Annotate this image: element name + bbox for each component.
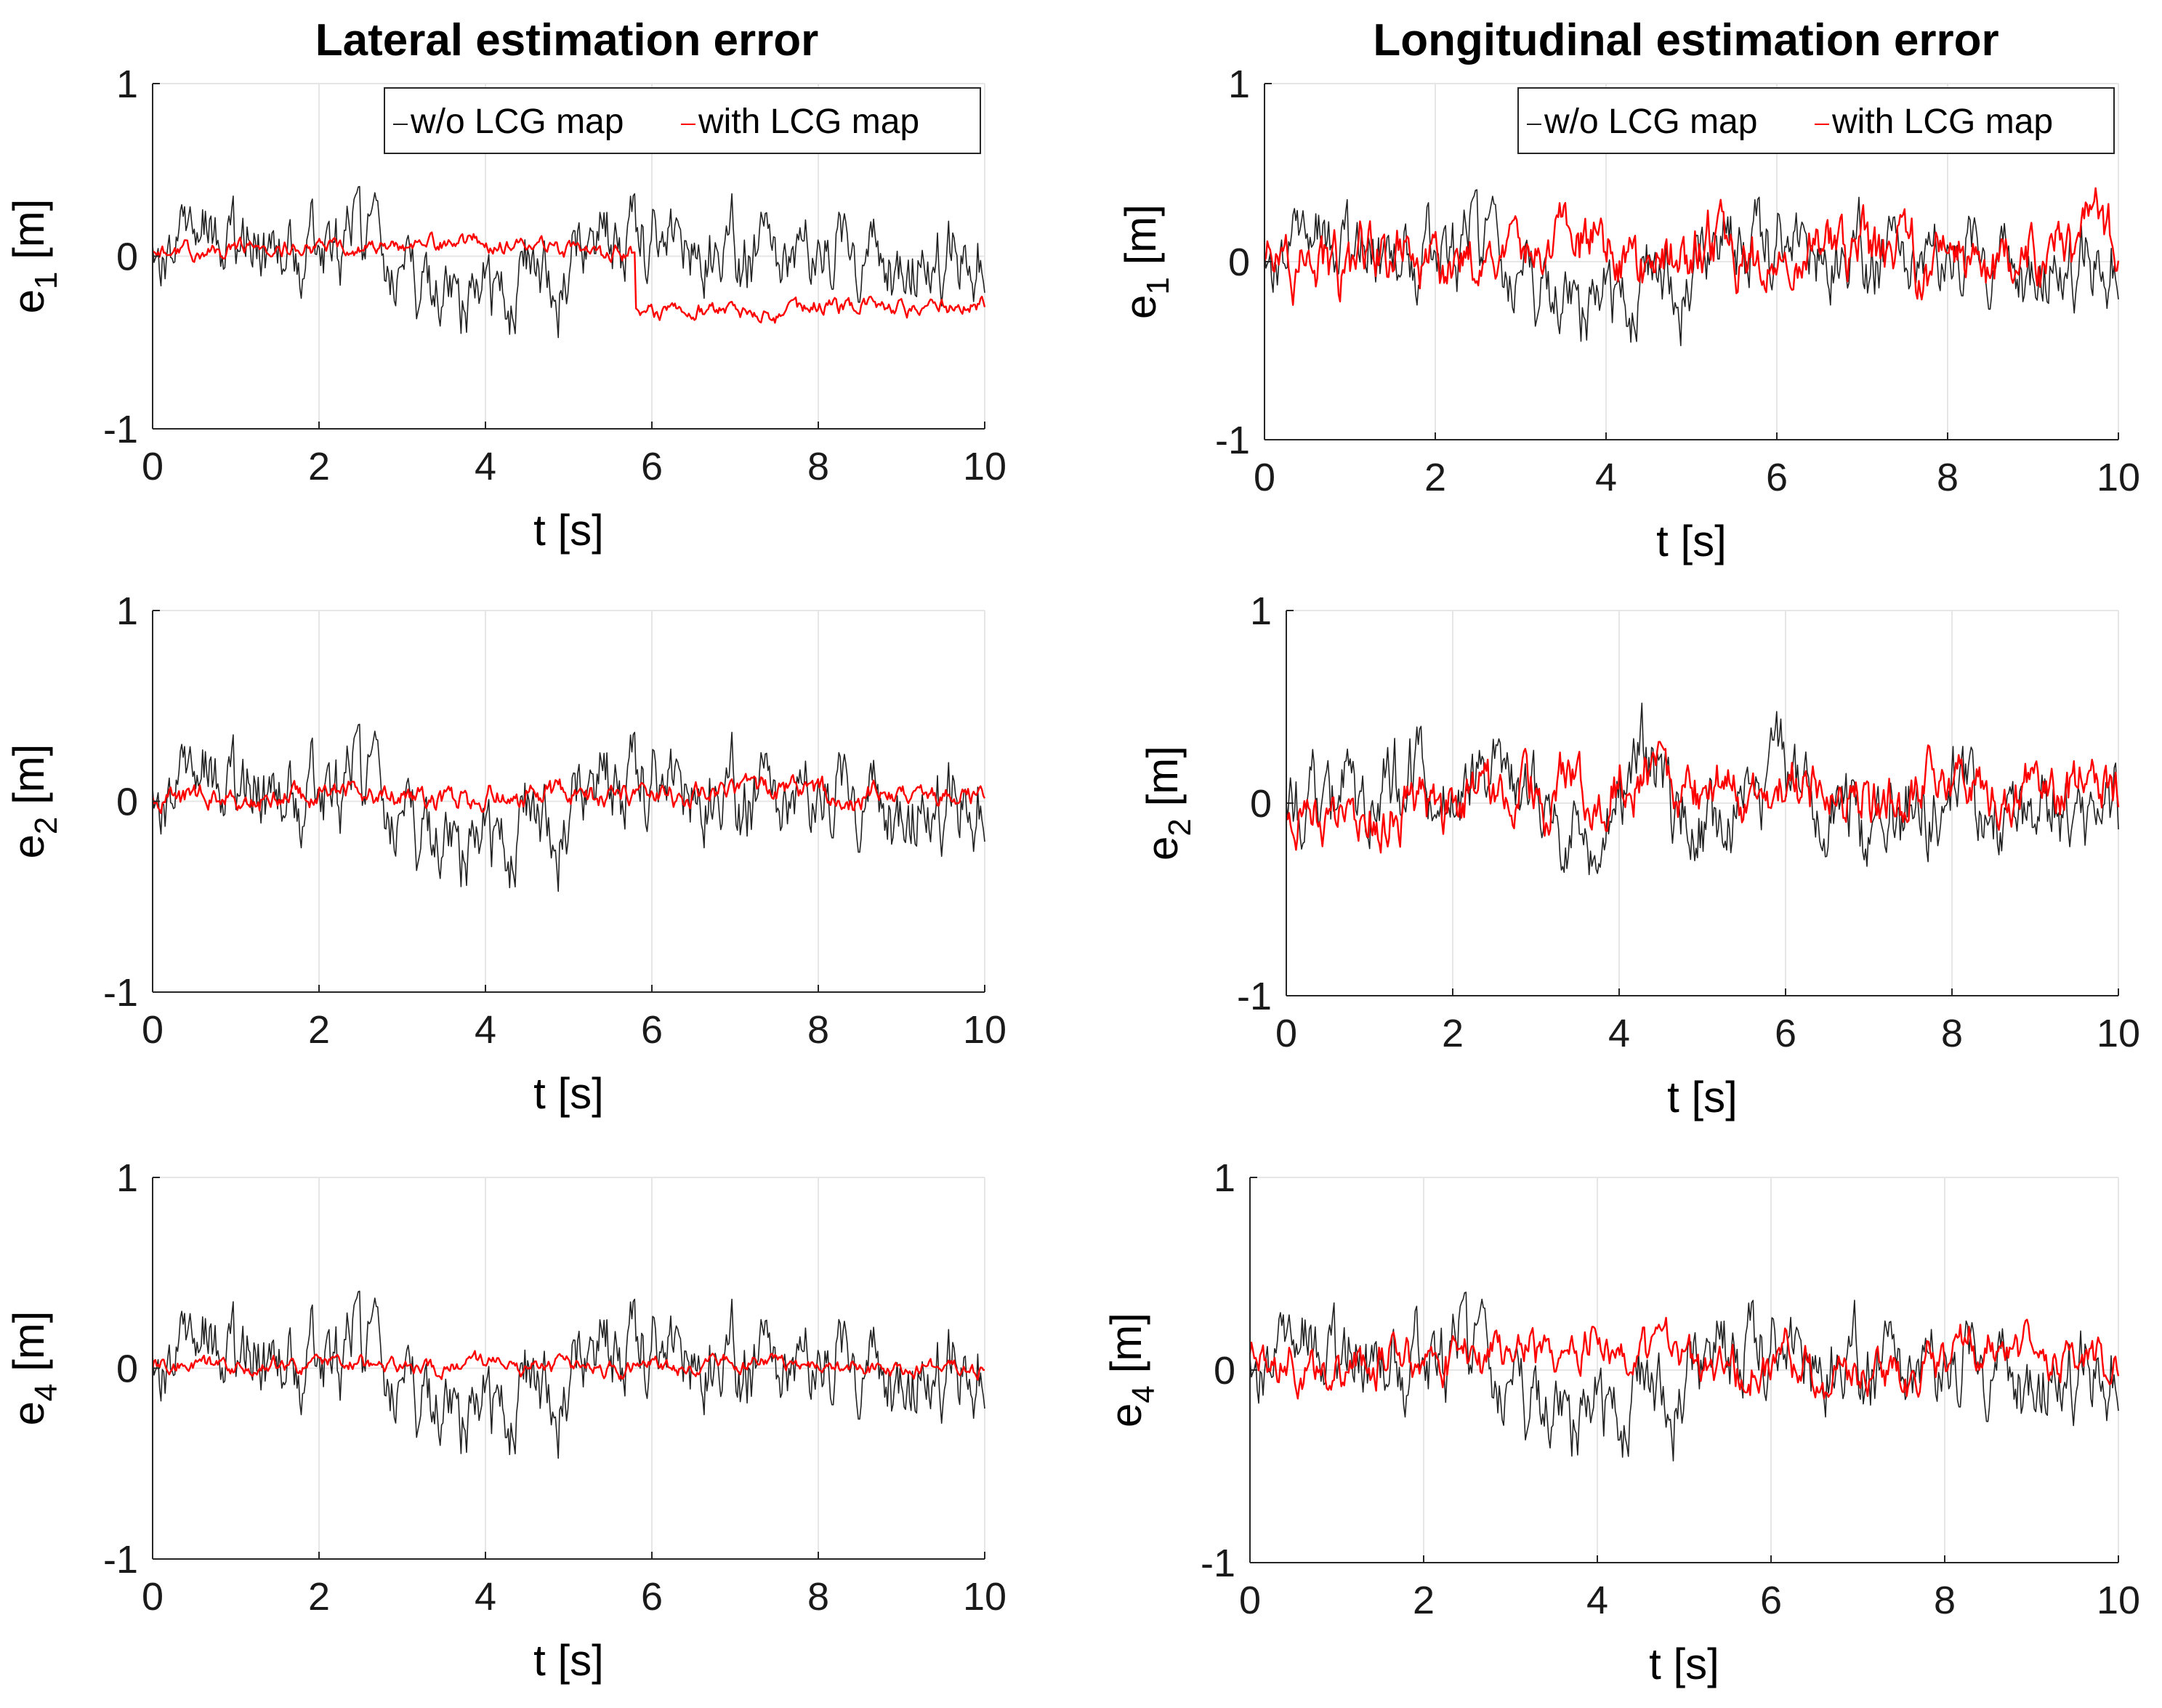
y-axis-label: e4 [m] [1102,1313,1161,1427]
x-tick-label: 2 [1413,1579,1435,1622]
y-axis-label: e1 [m] [4,199,64,314]
y-axis-label: e2 [m] [4,744,64,859]
x-tick-label: 10 [963,1008,1007,1052]
series-with-lcg-line [152,231,986,324]
x-tick-label: 4 [1586,1579,1608,1622]
legend-label-with: with LCG map [698,102,919,141]
series-with-lcg-line [1285,741,2120,854]
x-tick-label: 8 [807,445,829,488]
y-tick-label: 1 [116,589,138,633]
x-tick-label: 0 [1254,456,1275,499]
x-tick-label: 4 [1608,1012,1630,1055]
x-tick-label: 8 [807,1575,829,1619]
x-axis-label: t [s] [533,1069,604,1118]
y-tick-label: -1 [103,408,138,451]
x-axis-label: t [s] [533,1636,604,1685]
y-tick-label: -1 [1201,1542,1235,1585]
x-tick-label: 2 [1442,1012,1464,1055]
y-tick-label: -1 [103,1538,138,1582]
x-tick-label: 8 [1934,1579,1956,1622]
x-tick-label: 6 [641,445,663,488]
x-tick-label: 10 [963,445,1007,488]
series-with-lcg-line [1263,187,2120,306]
series-without-lcg-line [152,185,985,339]
x-tick-label: 4 [475,1008,496,1052]
y-tick-label: -1 [103,971,138,1015]
x-tick-label: 6 [1766,456,1788,499]
y-tick-label: 0 [1214,1349,1235,1393]
x-tick-label: 2 [308,1008,330,1052]
y-tick-label: -1 [1215,419,1250,462]
x-tick-label: 10 [963,1575,1007,1619]
legend-label-with: with LCG map [1831,102,2053,141]
series-without-lcg-line [152,1290,985,1459]
legend-box [384,87,981,154]
y-tick-label: 0 [1228,241,1250,284]
x-tick-label: 6 [641,1008,663,1052]
x-tick-label: 4 [475,1575,496,1619]
lateral-column-title: Lateral estimation error [315,15,819,65]
y-tick-label: 1 [1214,1156,1235,1200]
x-tick-label: 8 [1941,1012,1963,1055]
x-tick-label: 2 [308,445,330,488]
x-tick-label: 6 [1760,1579,1782,1622]
y-tick-label: 0 [116,235,138,279]
x-tick-label: 6 [1775,1012,1796,1055]
y-tick-label: 0 [116,781,138,824]
y-tick-label: 0 [1250,782,1272,826]
x-tick-label: 8 [807,1008,829,1052]
x-tick-label: 0 [142,445,164,488]
x-axis-label: t [s] [1667,1073,1738,1121]
x-axis-label: t [s] [533,506,604,555]
legend-label-without: w/o LCG map [1544,102,1757,141]
y-tick-label: 0 [116,1348,138,1391]
y-tick-label: 1 [1250,589,1272,633]
series-with-lcg-line [151,773,986,815]
x-tick-label: 2 [308,1575,330,1619]
x-tick-label: 6 [641,1575,663,1619]
legend-box [1517,87,2115,154]
series-without-lcg-line [1286,702,2119,876]
x-tick-label: 0 [142,1008,164,1052]
legend: w/o LCG map with LCG map [384,87,981,154]
x-tick-label: 2 [1424,456,1446,499]
y-axis-label: e1 [m] [1116,204,1176,319]
x-tick-label: 8 [1937,456,1959,499]
x-tick-label: 4 [1595,456,1617,499]
y-tick-label: 1 [116,1156,138,1200]
x-tick-label: 4 [475,445,496,488]
x-tick-label: 10 [2097,1579,2140,1622]
x-tick-label: 10 [2097,456,2140,499]
x-tick-label: 0 [1275,1012,1297,1055]
legend: w/o LCG map with LCG map [1517,87,2115,154]
series-with-lcg-line [151,1350,985,1381]
series-without-lcg-line [1264,189,2119,347]
series-with-lcg-line [1249,1316,2120,1400]
series-without-lcg-line [1249,1292,2119,1462]
y-axis-label: e4 [m] [4,1311,64,1426]
x-tick-label: 0 [1239,1579,1261,1622]
longitudinal-column-title: Longitudinal estimation error [1373,15,1999,65]
y-tick-label: 1 [116,63,138,106]
y-tick-label: 1 [1228,63,1250,106]
legend-label-without: w/o LCG map [410,102,624,141]
y-axis-label: e2 [m] [1138,746,1198,861]
y-tick-label: -1 [1237,975,1272,1018]
x-tick-label: 10 [2097,1012,2140,1055]
x-axis-label: t [s] [1649,1640,1719,1688]
x-axis-label: t [s] [1656,517,1727,565]
x-tick-label: 0 [142,1575,164,1619]
